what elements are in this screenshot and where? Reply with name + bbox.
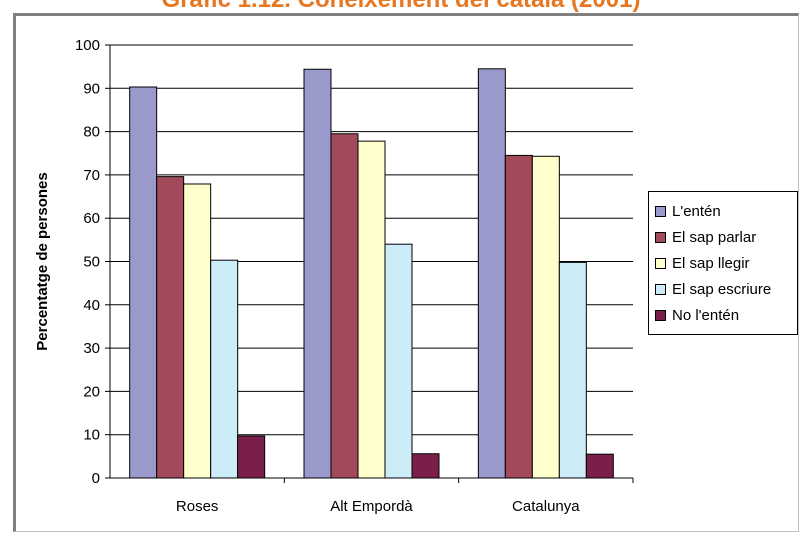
y-tick-label: 40 (83, 297, 100, 314)
legend-label: El sap escriure (672, 280, 772, 298)
y-tick-label: 80 (83, 124, 100, 141)
y-tick-label: 20 (83, 383, 100, 400)
bar (585, 453, 614, 479)
y-tick-label: 10 (83, 427, 100, 444)
bar (210, 259, 239, 479)
bar (303, 68, 332, 479)
legend-item: L'entén (655, 198, 797, 224)
y-tick-labels: 0 10 20 30 40 50 60 70 80 90 100 (75, 37, 100, 487)
chart-title: Gràfic 1.12. Coneixement del català (200… (0, 0, 802, 14)
legend-item: El sap llegir (655, 250, 797, 276)
bar (504, 154, 533, 479)
legend-item: No l'entén (655, 302, 797, 328)
bar (411, 453, 440, 479)
legend-label: No l'entén (672, 306, 740, 324)
bar (531, 155, 560, 479)
legend-label: El sap llegir (672, 254, 750, 272)
x-tick-labels: Roses Alt Empordà Catalunya (176, 498, 580, 515)
y-tick-label: 60 (83, 210, 100, 227)
y-tick-label: 90 (83, 80, 100, 97)
y-tick-label: 0 (92, 470, 100, 487)
y-axis-label: Percentatge de persones (34, 172, 51, 350)
legend-item: El sap escriure (655, 276, 797, 302)
legend-label: L'entén (672, 202, 721, 220)
legend-label: El sap parlar (672, 228, 757, 246)
bar (156, 176, 185, 479)
bar (129, 86, 158, 479)
bar (330, 133, 359, 479)
legend-swatch (655, 231, 666, 243)
x-tick-label: Catalunya (512, 498, 580, 515)
y-tick-label: 30 (83, 340, 100, 357)
legend: L'entén El sap parlar El sap llegir El sap … (648, 191, 798, 335)
bars (129, 68, 614, 479)
bar (477, 68, 506, 479)
legend-swatch (655, 257, 666, 269)
bar (558, 261, 587, 479)
legend-swatch (655, 205, 666, 217)
bar (384, 243, 413, 479)
legend-item: El sap parlar (655, 224, 797, 250)
x-tick-label: Alt Empordà (330, 498, 413, 515)
legend-swatch (655, 309, 666, 321)
y-tick-label: 70 (83, 167, 100, 184)
bar (237, 435, 266, 479)
y-tick-label: 50 (83, 254, 100, 271)
bar (183, 183, 212, 479)
bar (357, 140, 386, 479)
legend-swatch (655, 283, 666, 295)
x-tick-label: Roses (176, 498, 219, 515)
y-tick-label: 100 (75, 37, 100, 54)
axes (109, 45, 634, 483)
